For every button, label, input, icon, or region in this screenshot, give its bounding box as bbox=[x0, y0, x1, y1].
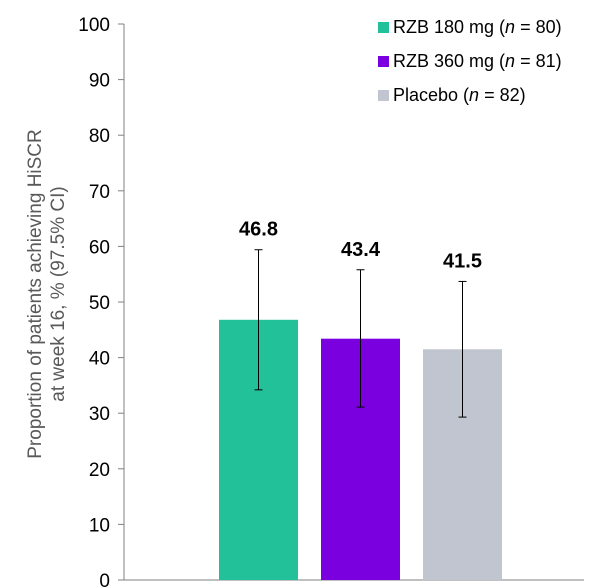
legend-swatch bbox=[378, 90, 389, 101]
y-tick-label: 20 bbox=[89, 460, 110, 481]
y-tick-label: 30 bbox=[89, 404, 110, 425]
legend: RZB 180 mg (n = 80) RZB 360 mg (n = 81) Pl… bbox=[378, 17, 562, 105]
bar-value-label: 43.4 bbox=[341, 239, 381, 261]
y-axis-ticks: 0 10 20 30 40 50 60 70 80 90 100 bbox=[78, 15, 124, 588]
legend-entry: Placebo (n = 82) bbox=[393, 85, 526, 105]
y-tick-label: 60 bbox=[89, 237, 110, 258]
bars-group: 46.8 43.4 41.5 bbox=[219, 219, 502, 580]
y-tick-label: 80 bbox=[89, 126, 110, 147]
y-tick-label: 100 bbox=[78, 15, 110, 36]
bar-value-label: 46.8 bbox=[239, 219, 278, 241]
legend-swatch bbox=[378, 56, 389, 67]
y-tick-label: 0 bbox=[99, 571, 110, 588]
y-tick-label: 90 bbox=[89, 71, 110, 92]
y-tick-label: 40 bbox=[89, 349, 110, 370]
y-axis-title-line-2: at week 16, % (97.5% CI) bbox=[48, 186, 69, 401]
y-tick-label: 50 bbox=[89, 293, 110, 314]
legend-entry: RZB 360 mg (n = 81) bbox=[393, 51, 562, 71]
y-axis-title-line-1: Proportion of patients achieving HiSCR bbox=[25, 129, 46, 459]
y-tick-label: 70 bbox=[89, 182, 110, 203]
legend-swatch bbox=[378, 22, 389, 33]
y-tick-label: 10 bbox=[89, 515, 110, 536]
bar-value-label: 41.5 bbox=[443, 250, 482, 272]
legend-entry: RZB 180 mg (n = 80) bbox=[393, 17, 562, 37]
